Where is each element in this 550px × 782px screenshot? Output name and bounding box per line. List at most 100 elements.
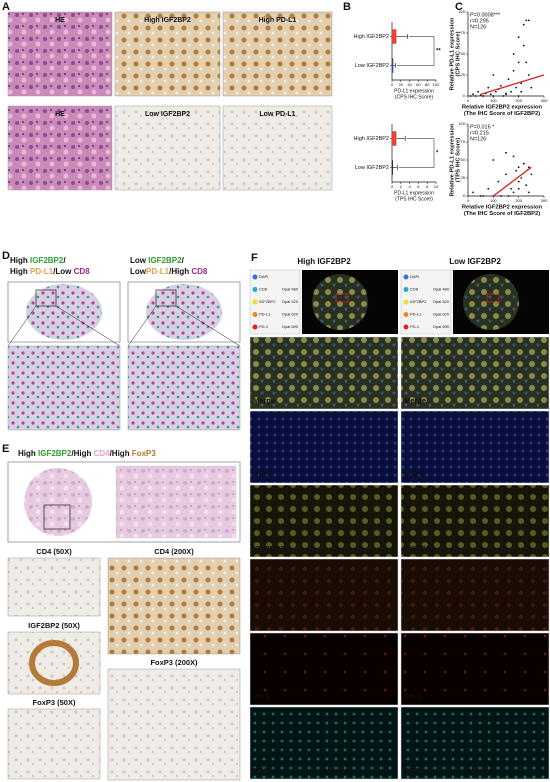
channel-label: PD-1 xyxy=(404,692,421,701)
data-point xyxy=(520,82,523,85)
x-axis-label: Relative IGF2BP2 expression xyxy=(462,105,543,111)
legend-opal: Opal 520 xyxy=(433,299,450,304)
zoom-connector xyxy=(127,305,157,347)
image-panel xyxy=(107,668,241,781)
title-part: Low xyxy=(130,256,148,265)
data-point xyxy=(487,86,490,89)
annotation: N=126 xyxy=(470,24,486,30)
data-point xyxy=(517,61,520,64)
data-point xyxy=(497,180,500,183)
x-tick-label: 2 xyxy=(400,184,403,189)
annotation: N=126 xyxy=(470,136,486,142)
data-point xyxy=(505,151,507,154)
data-point xyxy=(520,177,523,179)
title-part: / xyxy=(63,256,66,265)
legend-label: PD-L1 xyxy=(259,312,271,317)
data-point xyxy=(479,195,482,197)
data-point xyxy=(502,95,505,97)
image-panel xyxy=(107,557,241,655)
y-tick-label: 100 xyxy=(458,121,465,126)
fluorescence-image xyxy=(400,632,550,706)
trend-line xyxy=(480,74,545,95)
image-caption: Low PD-L1 xyxy=(259,111,295,118)
image-caption: IGF2BP2 (50X) xyxy=(28,621,80,630)
category-label: High IGF2BP2 xyxy=(354,34,389,40)
legend-opal: Opal 520 xyxy=(282,299,299,304)
y-tick-label: 50 xyxy=(461,51,466,56)
data-point xyxy=(507,78,510,81)
x-tick-label: 0 xyxy=(467,98,470,103)
legend-label: IGF2BP2 xyxy=(410,299,427,304)
title-part: CD8 xyxy=(74,267,91,276)
title-part: Low xyxy=(130,267,147,276)
channel-label: PD-L1 xyxy=(404,618,426,627)
x-axis-label: Relative IGF2BP2 expression xyxy=(462,205,543,211)
image-panel xyxy=(7,557,101,617)
fluorescence-image xyxy=(400,336,550,410)
channel-label: CD8 xyxy=(404,766,419,775)
panel-label: A xyxy=(2,1,10,13)
y-tick-label: 75 xyxy=(461,30,466,35)
data-point xyxy=(512,155,515,158)
legend-swatch xyxy=(403,299,409,305)
data-point xyxy=(527,166,530,169)
x-tick-label: 10 xyxy=(434,184,439,189)
channel-label: IGF2BP2 xyxy=(253,544,284,553)
channel-label: DAPI xyxy=(253,470,271,479)
data-point xyxy=(500,85,502,87)
data-point xyxy=(525,184,528,187)
legend-opal: Opal 480 xyxy=(282,287,299,292)
data-point xyxy=(527,74,530,76)
data-point xyxy=(512,53,515,55)
annotation: r=0.215 xyxy=(470,130,489,136)
x-tick-label: 0 xyxy=(467,198,470,203)
zoom-region xyxy=(335,293,349,303)
legend-label: DAPI xyxy=(410,274,419,279)
tissue-ring xyxy=(29,640,79,686)
data-point xyxy=(512,191,515,194)
x-tick-label: 0 xyxy=(391,82,394,87)
legend-label: PD-L1 xyxy=(410,312,422,317)
channel-label: PD-L1 xyxy=(253,618,275,627)
bar xyxy=(392,131,397,146)
title-part: /High xyxy=(169,267,191,276)
data-point xyxy=(510,187,512,190)
image-panel xyxy=(114,105,221,191)
zoom-region xyxy=(35,289,57,307)
x-tick-label: 300 xyxy=(541,198,548,203)
legend-box xyxy=(400,269,452,335)
data-point xyxy=(469,95,472,97)
tissue-core xyxy=(26,284,102,340)
legend-swatch xyxy=(252,287,258,292)
legend-swatch xyxy=(252,299,258,305)
x-tick-label: 200 xyxy=(515,98,522,103)
channel-label: Merge xyxy=(253,396,275,405)
title-part: IGF2BP2 xyxy=(148,256,182,265)
fluorescence-image xyxy=(249,484,399,558)
x-axis-label: (The IHC Score of IGF2BP2) xyxy=(464,111,540,117)
legend-box xyxy=(249,269,301,335)
panel-title: High IGF2BP2/ xyxy=(10,256,66,265)
bar xyxy=(392,58,394,73)
y-tick-label: 0 xyxy=(463,193,466,198)
zoom-connector xyxy=(7,305,37,347)
image-panel xyxy=(222,105,333,191)
x-axis-label: (CPS IHC Score) xyxy=(395,94,433,100)
legend-swatch xyxy=(252,324,258,330)
legend-opal: Opal 480 xyxy=(433,287,450,292)
image-caption: High IGF2BP2 xyxy=(144,17,191,24)
tissue-core xyxy=(24,468,92,536)
image-caption: HE xyxy=(55,17,65,24)
data-point xyxy=(505,173,507,176)
image-panel xyxy=(222,11,333,97)
fluorescence-image xyxy=(249,410,399,484)
data-point xyxy=(494,90,497,93)
data-point xyxy=(530,86,533,89)
data-point xyxy=(525,61,528,64)
data-point xyxy=(472,191,474,194)
fluorescence-image xyxy=(249,632,399,706)
title-part: /High xyxy=(110,449,132,458)
data-point xyxy=(527,19,530,22)
data-point xyxy=(505,93,507,96)
zoom-region xyxy=(43,504,71,530)
